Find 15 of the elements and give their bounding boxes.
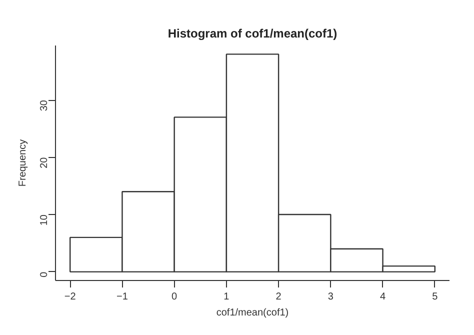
x-tick-label: 5: [432, 292, 438, 302]
chart-title: Histogram of cof1/mean(cof1): [168, 26, 338, 40]
x-axis-title: cof1/mean(cof1): [216, 308, 289, 318]
x-tick-label: 0: [172, 292, 178, 302]
x-tick-label: 2: [276, 292, 282, 302]
x-tick-label: 1: [224, 292, 230, 302]
x-tick-label: −1: [116, 292, 128, 302]
y-tick-label: 0: [39, 271, 50, 278]
y-axis-title: Frequency: [18, 139, 28, 187]
x-tick-label: 3: [328, 292, 334, 302]
y-tick-label: 30: [39, 100, 50, 112]
y-tick-label: 10: [39, 214, 50, 226]
y-tick-label: 20: [39, 156, 50, 168]
x-tick-label: −2: [64, 292, 76, 302]
x-tick-label: 4: [380, 292, 386, 302]
